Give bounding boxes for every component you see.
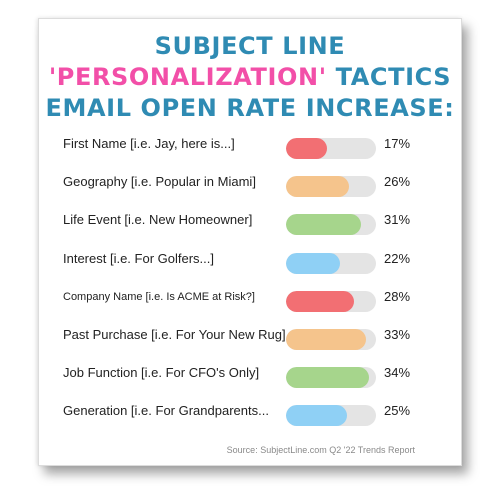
bar <box>286 405 347 427</box>
bar <box>286 138 328 159</box>
category-label: Past Purchase [i.e. For Your New Rug] <box>63 327 286 342</box>
bar-track <box>286 405 376 427</box>
title-line-3: EMAIL OPEN RATE INCREASE: <box>45 94 455 122</box>
bar-track <box>286 214 376 236</box>
title-line-2-rest: TACTICS <box>326 63 452 91</box>
bar-track <box>286 329 376 350</box>
category-label: Job Function [i.e. For CFO's Only] <box>63 365 260 381</box>
bar-track <box>286 252 376 274</box>
data-label: 26% <box>384 174 411 190</box>
category-label: Life Event [i.e. New Homeowner] <box>63 212 253 228</box>
data-label: 22% <box>384 250 411 266</box>
chart-row: Interest [i.e. For Golfers...] 22% <box>39 245 461 275</box>
data-label: 28% <box>384 288 411 304</box>
bar <box>286 176 350 198</box>
chart-row: Company Name [i.e. Is ACME at Risk?] 28% <box>39 283 461 313</box>
chart-row: Job Function [i.e. For CFO's Only] 34% <box>39 359 461 389</box>
chart-row: Generation [i.e. For Grandparents... 25% <box>39 397 461 427</box>
bar <box>286 252 340 274</box>
title-highlight: 'PERSONALIZATION' <box>48 63 327 91</box>
data-label: 31% <box>384 212 411 228</box>
data-label: 17% <box>384 136 411 151</box>
data-label: 34% <box>384 365 411 381</box>
title-line-1: SUBJECT LINE <box>154 32 346 60</box>
category-label: Interest [i.e. For Golfers...] <box>63 250 214 266</box>
bar-track <box>286 367 376 389</box>
bar <box>286 290 355 312</box>
bar-track <box>286 290 376 312</box>
chart-row: Life Event [i.e. New Homeowner] 31% <box>39 206 461 236</box>
chart-row: Past Purchase [i.e. For Your New Rug] 33% <box>39 321 461 351</box>
data-label: 25% <box>384 403 411 419</box>
bar <box>286 329 367 350</box>
category-label: First Name [i.e. Jay, here is...] <box>63 136 235 151</box>
data-label: 33% <box>384 327 411 342</box>
category-label: Generation [i.e. For Grandparents... <box>63 403 269 419</box>
bar <box>286 367 369 389</box>
bar <box>286 214 362 236</box>
source-note: Source: SubjectLine.com Q2 '22 Trends Re… <box>226 445 415 455</box>
bar-track <box>286 176 376 198</box>
chart-row: Geography [i.e. Popular in Miami] 26% <box>39 168 461 198</box>
category-label: Geography [i.e. Popular in Miami] <box>63 174 256 190</box>
infographic-card: SUBJECT LINE 'PERSONALIZATION' TACTICS E… <box>38 18 462 466</box>
chart-row: First Name [i.e. Jay, here is...] 17% <box>39 130 461 160</box>
category-label: Company Name [i.e. Is ACME at Risk?] <box>63 290 255 303</box>
title-line-2: 'PERSONALIZATION' TACTICS <box>39 62 461 92</box>
bar-track <box>286 138 376 159</box>
